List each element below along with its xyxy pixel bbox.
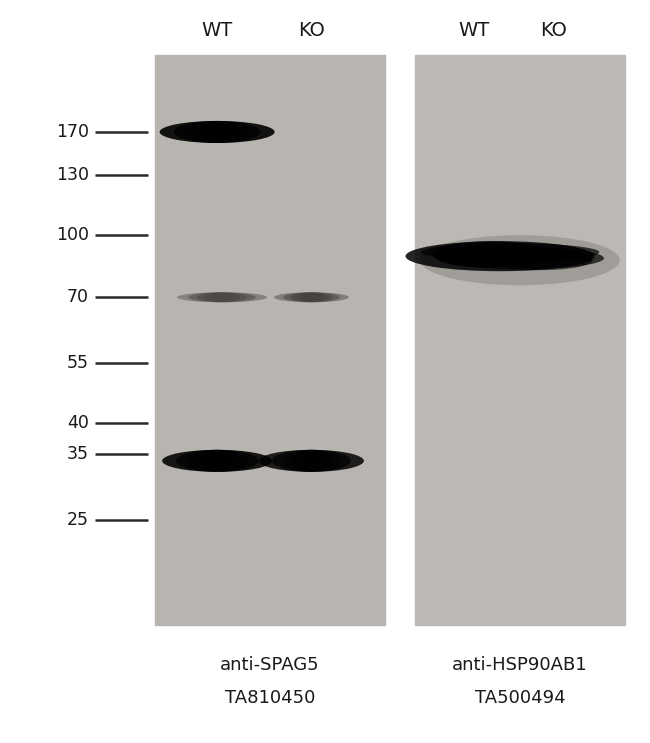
Ellipse shape bbox=[296, 292, 326, 302]
Ellipse shape bbox=[283, 292, 339, 302]
Text: WT: WT bbox=[458, 21, 489, 39]
Ellipse shape bbox=[272, 450, 351, 472]
Ellipse shape bbox=[283, 450, 341, 472]
Ellipse shape bbox=[406, 241, 595, 271]
Text: 170: 170 bbox=[56, 123, 89, 141]
Ellipse shape bbox=[204, 292, 240, 302]
Ellipse shape bbox=[198, 292, 247, 302]
Ellipse shape bbox=[195, 450, 239, 472]
Text: 40: 40 bbox=[67, 414, 89, 432]
Ellipse shape bbox=[203, 121, 231, 143]
Bar bbox=[155, 55, 385, 625]
Ellipse shape bbox=[298, 450, 324, 472]
Ellipse shape bbox=[174, 121, 260, 143]
Ellipse shape bbox=[194, 121, 240, 143]
Ellipse shape bbox=[177, 292, 267, 302]
Text: 130: 130 bbox=[56, 166, 89, 184]
Text: KO: KO bbox=[298, 21, 325, 39]
Ellipse shape bbox=[291, 450, 332, 472]
Ellipse shape bbox=[185, 121, 249, 143]
Text: TA810450: TA810450 bbox=[225, 689, 315, 707]
Ellipse shape bbox=[291, 292, 332, 302]
Text: KO: KO bbox=[540, 21, 567, 39]
Ellipse shape bbox=[421, 236, 619, 285]
Text: 35: 35 bbox=[67, 445, 89, 463]
Text: anti-HSP90AB1: anti-HSP90AB1 bbox=[452, 656, 588, 674]
Text: WT: WT bbox=[202, 21, 233, 39]
Text: 100: 100 bbox=[56, 226, 89, 244]
Ellipse shape bbox=[160, 121, 274, 143]
Bar bbox=[415, 55, 625, 625]
Ellipse shape bbox=[203, 450, 231, 472]
Text: TA500494: TA500494 bbox=[474, 689, 566, 707]
Ellipse shape bbox=[162, 450, 272, 472]
Text: 70: 70 bbox=[67, 288, 89, 306]
Ellipse shape bbox=[432, 241, 548, 267]
Text: 25: 25 bbox=[67, 510, 89, 528]
Text: anti-SPAG5: anti-SPAG5 bbox=[220, 656, 320, 674]
Ellipse shape bbox=[436, 247, 604, 269]
Ellipse shape bbox=[176, 450, 258, 472]
Ellipse shape bbox=[259, 450, 364, 472]
Ellipse shape bbox=[187, 450, 248, 472]
Ellipse shape bbox=[488, 250, 593, 270]
Ellipse shape bbox=[421, 243, 599, 262]
Text: 55: 55 bbox=[67, 354, 89, 372]
Ellipse shape bbox=[274, 292, 349, 302]
Ellipse shape bbox=[188, 292, 256, 302]
